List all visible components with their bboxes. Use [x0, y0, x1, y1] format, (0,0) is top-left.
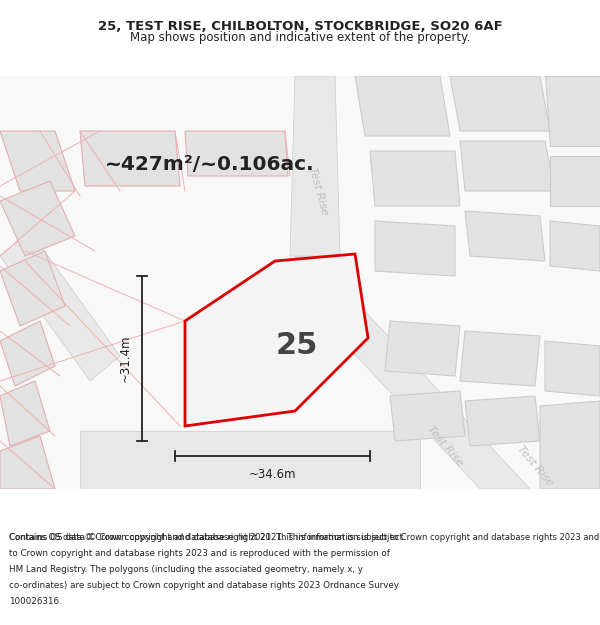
Text: Test Rise: Test Rise: [307, 166, 329, 216]
Text: Map shows position and indicative extent of the property.: Map shows position and indicative extent…: [130, 31, 470, 44]
Polygon shape: [550, 221, 600, 271]
Polygon shape: [290, 76, 340, 256]
Polygon shape: [185, 254, 368, 426]
Text: 25, TEST RISE, CHILBOLTON, STOCKBRIDGE, SO20 6AF: 25, TEST RISE, CHILBOLTON, STOCKBRIDGE, …: [98, 20, 502, 33]
Polygon shape: [545, 76, 600, 146]
Text: ~31.4m: ~31.4m: [119, 335, 132, 382]
Polygon shape: [550, 156, 600, 206]
Text: Contains OS data © Crown copyright and database right 2021. This information is : Contains OS data © Crown copyright and d…: [9, 532, 600, 541]
Polygon shape: [465, 396, 540, 446]
Text: to Crown copyright and database rights 2023 and is reproduced with the permissio: to Crown copyright and database rights 2…: [9, 549, 390, 558]
Text: Contains OS data © Crown copyright and database right 2021. This information is : Contains OS data © Crown copyright and d…: [9, 532, 403, 541]
Text: Test Rise: Test Rise: [425, 424, 464, 468]
Text: 25: 25: [276, 331, 319, 359]
Polygon shape: [465, 211, 545, 261]
Text: ~427m²/~0.106ac.: ~427m²/~0.106ac.: [105, 154, 315, 174]
Text: Test Rise: Test Rise: [515, 444, 554, 488]
Polygon shape: [310, 306, 530, 489]
Polygon shape: [450, 76, 550, 131]
Polygon shape: [0, 76, 600, 489]
Polygon shape: [0, 181, 75, 256]
Text: 100026316.: 100026316.: [9, 598, 62, 606]
Polygon shape: [390, 391, 465, 441]
Polygon shape: [355, 76, 450, 136]
Polygon shape: [460, 331, 540, 386]
Polygon shape: [385, 321, 460, 376]
Polygon shape: [370, 151, 460, 206]
Polygon shape: [375, 221, 455, 276]
Polygon shape: [185, 131, 288, 176]
Polygon shape: [540, 401, 600, 489]
Polygon shape: [460, 141, 555, 191]
Polygon shape: [0, 381, 50, 446]
Polygon shape: [0, 131, 75, 191]
Polygon shape: [295, 76, 335, 276]
Text: ~34.6m: ~34.6m: [249, 468, 296, 481]
Text: co-ordinates) are subject to Crown copyright and database rights 2023 Ordnance S: co-ordinates) are subject to Crown copyr…: [9, 581, 399, 590]
Polygon shape: [0, 436, 55, 489]
Polygon shape: [0, 231, 120, 381]
Polygon shape: [0, 321, 55, 386]
Polygon shape: [80, 431, 420, 489]
Polygon shape: [0, 251, 65, 326]
Polygon shape: [80, 131, 180, 186]
Text: HM Land Registry. The polygons (including the associated geometry, namely x, y: HM Land Registry. The polygons (includin…: [9, 565, 363, 574]
Polygon shape: [545, 341, 600, 396]
